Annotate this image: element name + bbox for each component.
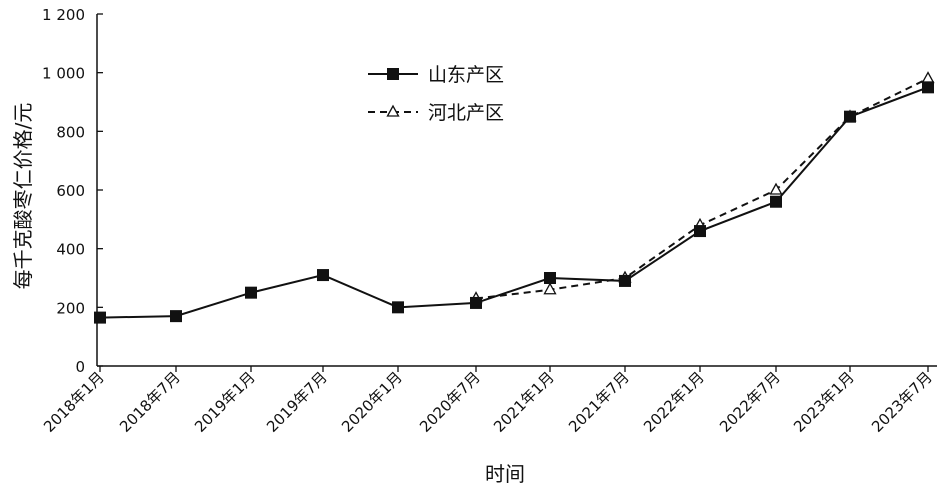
data-point-square — [544, 272, 556, 284]
legend-label: 河北产区 — [428, 102, 504, 124]
x-tick-label: 2022年1月 — [640, 368, 708, 436]
data-point-square — [245, 286, 257, 299]
x-tick-label: 2021年1月 — [490, 368, 558, 436]
y-tick-label: 200 — [56, 299, 85, 317]
data-point-square — [922, 81, 934, 94]
x-tick-label: 2020年7月 — [416, 368, 484, 436]
legend-marker-square — [387, 68, 399, 80]
legend-label: 山东产区 — [428, 64, 504, 86]
data-point-square — [94, 311, 106, 324]
y-tick-label: 1 000 — [42, 65, 85, 83]
data-point-square — [392, 301, 404, 314]
data-point-square — [470, 296, 482, 309]
x-tick-label: 2020年1月 — [338, 368, 406, 436]
series-line — [475, 77, 929, 300]
y-tick-label: 0 — [75, 358, 85, 376]
y-tick-label: 400 — [56, 241, 85, 259]
y-tick-label: 800 — [56, 123, 85, 141]
y-axis-title: 每千克酸枣仁价格/元 — [11, 103, 35, 290]
series-line — [99, 86, 929, 319]
x-tick-label: 2022年7月 — [716, 368, 784, 436]
x-tick-label: 2023年1月 — [790, 368, 858, 436]
data-point-square — [170, 310, 182, 323]
y-axis: 0 200 400 600 800 1 000 1 200 — [42, 6, 103, 376]
x-tick-label: 2018年1月 — [40, 368, 108, 436]
x-axis: 2018年1月 2018年7月 2019年1月 2019年7月 2020年1月 2020年… — [40, 365, 937, 436]
x-tick-label: 2023年7月 — [868, 368, 936, 436]
data-point-square — [694, 225, 706, 238]
x-tick-label: 2019年1月 — [191, 368, 259, 436]
y-tick-label: 600 — [56, 182, 85, 200]
series-layer — [94, 71, 935, 324]
data-point-square — [619, 274, 631, 287]
x-tick-label: 2021年7月 — [565, 368, 633, 436]
data-point-square — [317, 269, 329, 282]
data-point-triangle — [769, 182, 783, 195]
legend-marker-triangle — [386, 104, 400, 117]
x-axis-title: 时间 — [485, 462, 525, 486]
data-point-square — [844, 110, 856, 123]
x-tick-label: 2018年7月 — [116, 368, 184, 436]
x-tick-label: 2019年7月 — [263, 368, 331, 436]
data-point-square — [770, 195, 782, 208]
data-point-triangle — [543, 282, 557, 295]
y-tick-label: 1 200 — [42, 6, 85, 24]
data-point-triangle — [921, 71, 935, 84]
